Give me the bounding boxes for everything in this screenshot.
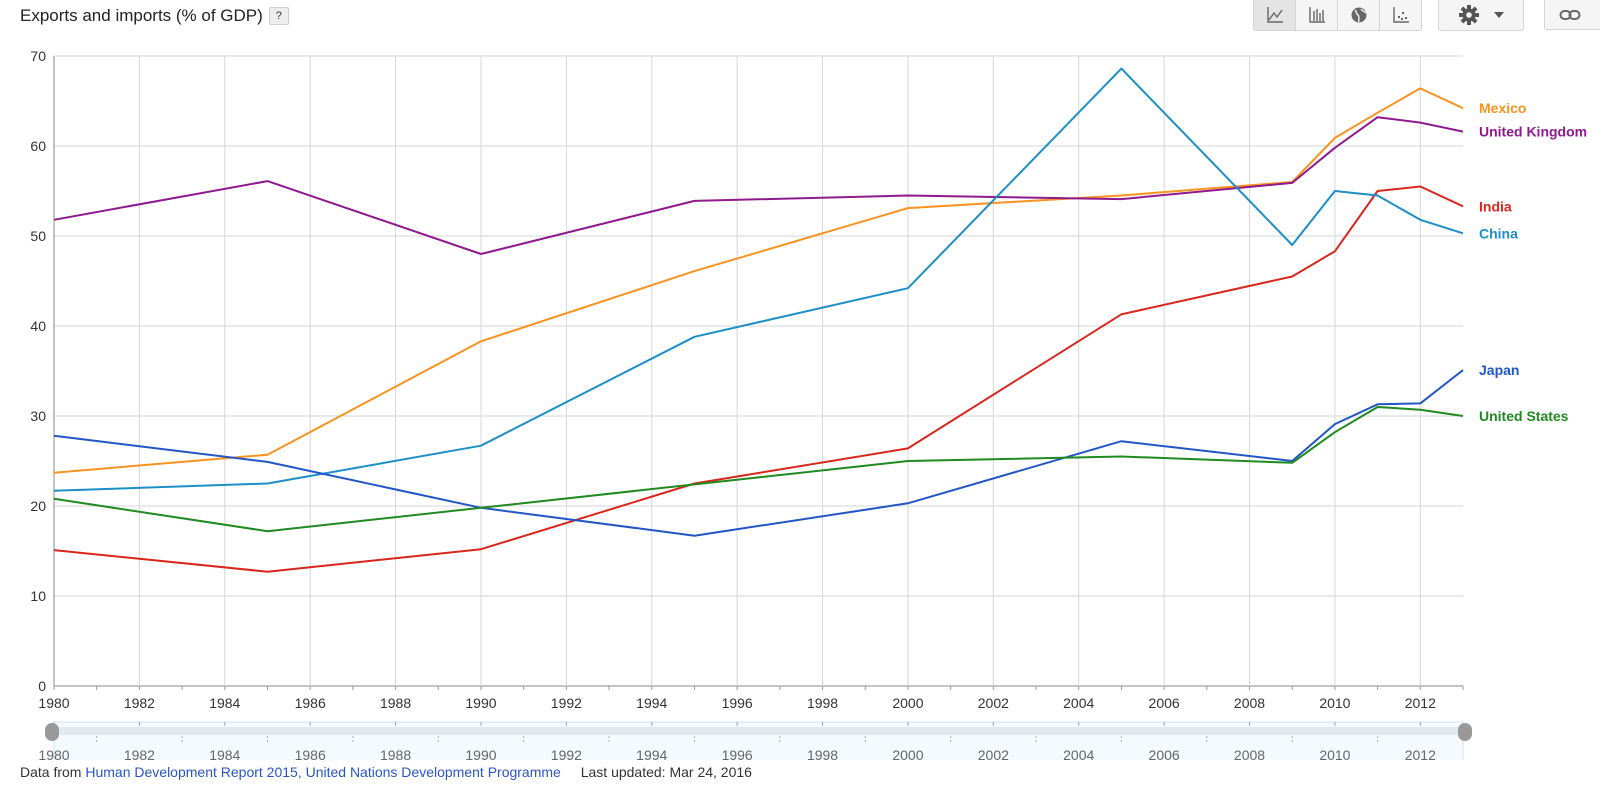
scatter-chart-icon: [1392, 7, 1409, 23]
chart-type-toolbar: [1253, 0, 1422, 31]
series-label: United States: [1479, 408, 1569, 424]
footer: Data from Human Development Report 2015,…: [20, 764, 752, 780]
x-tick-label: 2002: [978, 695, 1009, 711]
y-tick-label: 60: [30, 138, 46, 154]
timeline-tick-label: 1994: [636, 747, 667, 760]
x-tick-label: 2000: [892, 695, 923, 711]
x-tick-label: 2008: [1234, 695, 1265, 711]
timeline-tick-label: 2008: [1234, 747, 1265, 760]
y-tick-label: 30: [30, 408, 46, 424]
timeline-tick-label: 1990: [465, 747, 496, 760]
timeline-start-handle[interactable]: [45, 723, 59, 741]
y-tick-label: 40: [30, 318, 46, 334]
x-tick-label: 1998: [807, 695, 838, 711]
timeline-tick-label: 2002: [978, 747, 1009, 760]
scatter-chart-button[interactable]: [1380, 0, 1421, 30]
y-tick-label: 0: [38, 678, 46, 694]
x-tick-label: 1988: [380, 695, 411, 711]
series-line-united-kingdom: [53, 116, 1464, 255]
y-tick-label: 10: [30, 588, 46, 604]
chart-series-labels: Mexico United Kingdom India China Japan Unite…: [1479, 100, 1587, 424]
globe-icon: [1351, 7, 1366, 23]
timeline-tick-label: 2004: [1063, 747, 1094, 760]
timeline-end-handle[interactable]: [1458, 723, 1472, 741]
y-tick-label: 70: [30, 48, 46, 64]
series-label: Mexico: [1479, 100, 1526, 116]
y-tick-label: 20: [30, 498, 46, 514]
x-tick-label: 1986: [295, 695, 326, 711]
timeline-tick-label: 1986: [295, 747, 326, 760]
x-tick-label: 2012: [1405, 695, 1436, 711]
gear-icon: [1459, 5, 1479, 25]
chart-series: [53, 67, 1464, 573]
data-source-prefix: Data from: [20, 764, 82, 780]
bar-chart-icon: [1308, 7, 1325, 23]
timeline-selected-band: [54, 727, 1463, 735]
timeline-tick-label: 2000: [892, 747, 923, 760]
series-label: United Kingdom: [1479, 124, 1587, 140]
caret-down-icon: [1494, 12, 1504, 18]
series-line-india: [53, 185, 1464, 573]
chart-gridlines: [53, 55, 1463, 687]
timeline-tick-label: 1980: [38, 747, 69, 760]
x-tick-label: 2004: [1063, 695, 1094, 711]
y-tick-label: 50: [30, 228, 46, 244]
timeline-range-selector: 1980 1982 1984 1986 1988 1990 1992 1994 1996 1998…: [38, 721, 1472, 760]
series-label: China: [1479, 225, 1518, 241]
x-tick-label: 2010: [1319, 695, 1350, 711]
series-label: India: [1479, 198, 1512, 214]
last-updated-text: Last updated: Mar 24, 2016: [580, 764, 752, 780]
series-line-japan: [53, 369, 1464, 537]
timeline-tick-label: 1998: [807, 747, 838, 760]
timeline-tick-label: 2012: [1405, 747, 1436, 760]
timeline-tick-label: 1984: [209, 747, 240, 760]
line-chart-button[interactable]: [1254, 0, 1296, 30]
x-tick-label: 1984: [209, 695, 240, 711]
x-tick-label: 1980: [38, 695, 69, 711]
timeline-tick-label: 1982: [124, 747, 155, 760]
bar-chart-button[interactable]: [1296, 0, 1338, 30]
share-link-button[interactable]: [1544, 0, 1600, 30]
x-tick-label: 1992: [551, 695, 582, 711]
x-tick-label: 2006: [1149, 695, 1180, 711]
x-tick-label: 1996: [722, 695, 753, 711]
chart-title: Exports and imports (% of GDP)?: [20, 6, 289, 26]
timeline-tick-label: 1992: [551, 747, 582, 760]
timeline-tick-label: 1988: [380, 747, 411, 760]
line-chart-icon: [1266, 7, 1283, 23]
series-label: Japan: [1479, 362, 1519, 378]
series-line-mexico: [53, 87, 1464, 474]
link-icon: [1559, 9, 1581, 20]
x-tick-label: 1982: [124, 695, 155, 711]
series-line-china: [53, 67, 1464, 492]
timeline-tick-label: 1996: [722, 747, 753, 760]
data-source-link[interactable]: Human Development Report 2015, United Na…: [85, 764, 561, 780]
settings-menu-button[interactable]: [1438, 0, 1524, 31]
chart-axes: 0 10 20 30 40 50 60 70 1980 1982 1984 1986 1988 1990 1…: [30, 48, 1464, 711]
x-tick-label: 1990: [465, 695, 496, 711]
timeline-tick-label: 2006: [1149, 747, 1180, 760]
help-button[interactable]: ?: [268, 7, 289, 25]
x-tick-label: 1994: [636, 695, 667, 711]
chart-title-text: Exports and imports (% of GDP): [20, 6, 263, 25]
timeline-tick-label: 2010: [1319, 747, 1350, 760]
map-button[interactable]: [1338, 0, 1380, 30]
series-line-united-states: [53, 406, 1464, 533]
